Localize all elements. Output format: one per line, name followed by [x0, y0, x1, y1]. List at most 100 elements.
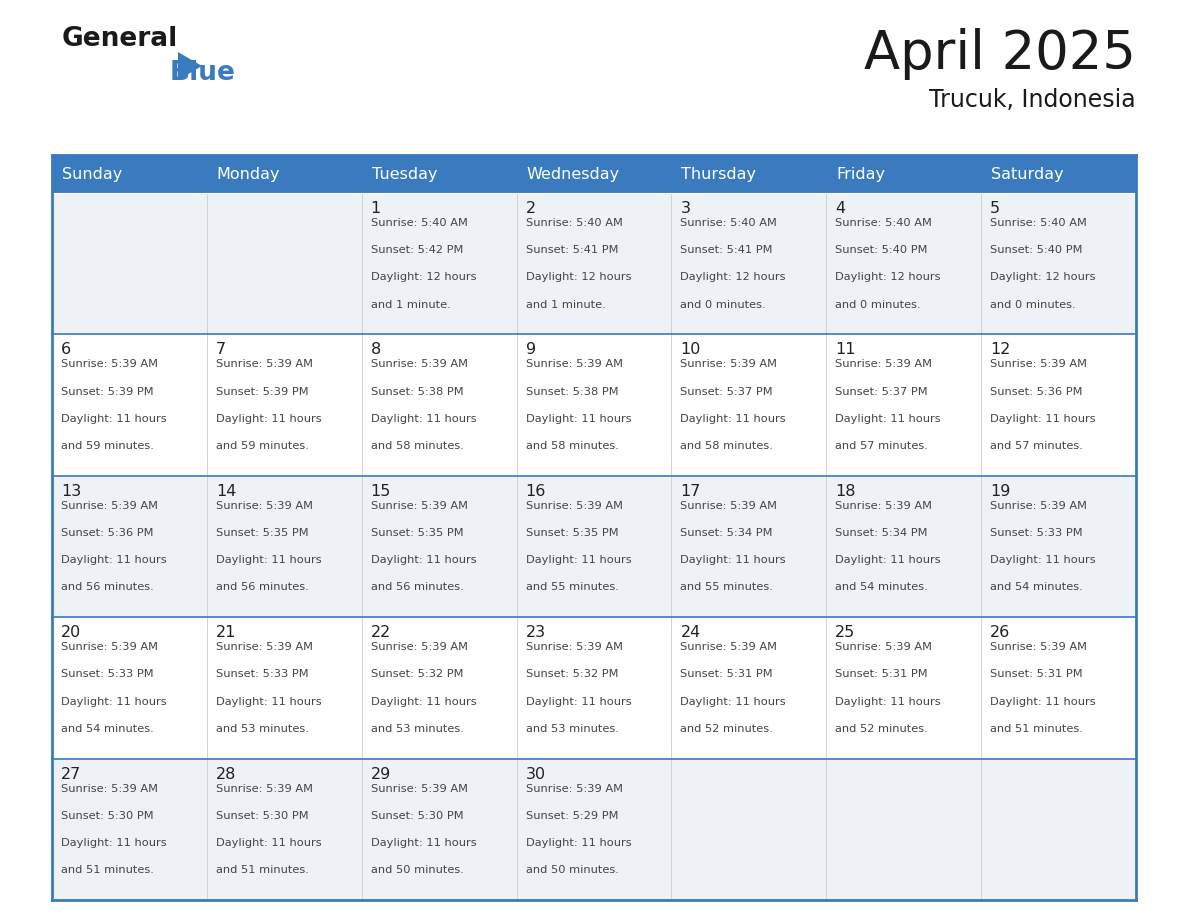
Bar	[517, 334, 671, 476]
Text: Sunrise: 5:39 AM: Sunrise: 5:39 AM	[835, 501, 933, 510]
Text: Daylight: 11 hours: Daylight: 11 hours	[371, 414, 476, 424]
Text: and 0 minutes.: and 0 minutes.	[990, 299, 1076, 309]
Text: Sunrise: 5:39 AM: Sunrise: 5:39 AM	[525, 501, 623, 510]
Text: Sunrise: 5:39 AM: Sunrise: 5:39 AM	[835, 360, 933, 369]
Text: Sunday: Sunday	[62, 166, 122, 182]
Text: Sunrise: 5:40 AM: Sunrise: 5:40 AM	[525, 218, 623, 228]
Text: Sunset: 5:38 PM: Sunset: 5:38 PM	[371, 386, 463, 397]
Text: Sunrise: 5:39 AM: Sunrise: 5:39 AM	[61, 501, 158, 510]
Text: Daylight: 11 hours: Daylight: 11 hours	[835, 555, 941, 565]
Text: Daylight: 11 hours: Daylight: 11 hours	[525, 414, 631, 424]
Text: Daylight: 11 hours: Daylight: 11 hours	[835, 414, 941, 424]
Bar	[671, 476, 827, 617]
Text: 25: 25	[835, 625, 855, 640]
Text: Sunrise: 5:39 AM: Sunrise: 5:39 AM	[525, 360, 623, 369]
Text: and 57 minutes.: and 57 minutes.	[990, 441, 1083, 451]
Text: Sunset: 5:38 PM: Sunset: 5:38 PM	[525, 386, 618, 397]
Text: and 59 minutes.: and 59 minutes.	[61, 441, 154, 451]
Text: 1: 1	[371, 201, 381, 216]
Text: Sunrise: 5:39 AM: Sunrise: 5:39 AM	[525, 643, 623, 652]
Text: Daylight: 11 hours: Daylight: 11 hours	[990, 697, 1095, 707]
Text: Daylight: 11 hours: Daylight: 11 hours	[371, 838, 476, 848]
Text: and 59 minutes.: and 59 minutes.	[216, 441, 309, 451]
Bar	[207, 193, 361, 334]
Text: 4: 4	[835, 201, 846, 216]
Text: 21: 21	[216, 625, 236, 640]
Text: 2: 2	[525, 201, 536, 216]
Text: Thursday: Thursday	[682, 166, 757, 182]
Text: and 58 minutes.: and 58 minutes.	[681, 441, 773, 451]
Bar	[981, 758, 1136, 900]
Text: Daylight: 11 hours: Daylight: 11 hours	[990, 555, 1095, 565]
Text: Daylight: 11 hours: Daylight: 11 hours	[61, 697, 166, 707]
Text: Sunset: 5:41 PM: Sunset: 5:41 PM	[525, 245, 618, 255]
Text: Sunset: 5:33 PM: Sunset: 5:33 PM	[990, 528, 1082, 538]
Text: 24: 24	[681, 625, 701, 640]
Text: 22: 22	[371, 625, 391, 640]
Bar	[207, 617, 361, 758]
Text: Sunset: 5:33 PM: Sunset: 5:33 PM	[61, 669, 153, 679]
Text: Daylight: 11 hours: Daylight: 11 hours	[61, 555, 166, 565]
Text: Daylight: 11 hours: Daylight: 11 hours	[216, 697, 322, 707]
Text: Daylight: 11 hours: Daylight: 11 hours	[835, 697, 941, 707]
Bar	[981, 193, 1136, 334]
Text: General: General	[62, 26, 178, 52]
Text: and 54 minutes.: and 54 minutes.	[835, 582, 928, 592]
Text: 26: 26	[990, 625, 1010, 640]
Text: Daylight: 11 hours: Daylight: 11 hours	[216, 555, 322, 565]
Text: and 50 minutes.: and 50 minutes.	[525, 865, 619, 875]
Text: Sunrise: 5:39 AM: Sunrise: 5:39 AM	[371, 501, 468, 510]
Text: and 54 minutes.: and 54 minutes.	[990, 582, 1083, 592]
Text: Sunset: 5:36 PM: Sunset: 5:36 PM	[61, 528, 153, 538]
Text: Sunset: 5:37 PM: Sunset: 5:37 PM	[835, 386, 928, 397]
Text: Sunset: 5:36 PM: Sunset: 5:36 PM	[990, 386, 1082, 397]
Text: 7: 7	[216, 342, 226, 357]
Bar	[207, 476, 361, 617]
Bar	[52, 476, 207, 617]
Text: Sunrise: 5:39 AM: Sunrise: 5:39 AM	[371, 360, 468, 369]
Text: Daylight: 11 hours: Daylight: 11 hours	[990, 414, 1095, 424]
Polygon shape	[178, 52, 202, 80]
Text: 17: 17	[681, 484, 701, 498]
Text: Sunrise: 5:39 AM: Sunrise: 5:39 AM	[216, 360, 312, 369]
Bar	[671, 193, 827, 334]
Text: Daylight: 12 hours: Daylight: 12 hours	[990, 273, 1095, 283]
Bar	[517, 476, 671, 617]
Text: Sunset: 5:32 PM: Sunset: 5:32 PM	[371, 669, 463, 679]
Text: Daylight: 11 hours: Daylight: 11 hours	[681, 414, 786, 424]
Text: and 1 minute.: and 1 minute.	[525, 299, 606, 309]
Bar	[671, 334, 827, 476]
Bar	[517, 758, 671, 900]
Text: Sunrise: 5:39 AM: Sunrise: 5:39 AM	[216, 784, 312, 793]
Text: Daylight: 11 hours: Daylight: 11 hours	[61, 838, 166, 848]
Text: Saturday: Saturday	[991, 166, 1063, 182]
Bar	[981, 476, 1136, 617]
Text: Sunrise: 5:39 AM: Sunrise: 5:39 AM	[681, 501, 777, 510]
Text: Sunrise: 5:39 AM: Sunrise: 5:39 AM	[216, 643, 312, 652]
Text: and 0 minutes.: and 0 minutes.	[681, 299, 766, 309]
Text: Sunrise: 5:39 AM: Sunrise: 5:39 AM	[990, 501, 1087, 510]
Bar	[981, 617, 1136, 758]
Bar	[52, 155, 1136, 193]
Text: Sunrise: 5:39 AM: Sunrise: 5:39 AM	[371, 643, 468, 652]
Text: 20: 20	[61, 625, 81, 640]
Text: Daylight: 11 hours: Daylight: 11 hours	[216, 838, 322, 848]
Text: Sunrise: 5:39 AM: Sunrise: 5:39 AM	[61, 643, 158, 652]
Text: Sunset: 5:30 PM: Sunset: 5:30 PM	[371, 811, 463, 821]
Text: Daylight: 12 hours: Daylight: 12 hours	[371, 273, 476, 283]
Bar	[361, 476, 517, 617]
Text: Daylight: 11 hours: Daylight: 11 hours	[681, 555, 786, 565]
Text: Sunrise: 5:40 AM: Sunrise: 5:40 AM	[681, 218, 777, 228]
Text: and 56 minutes.: and 56 minutes.	[371, 582, 463, 592]
Bar	[52, 758, 207, 900]
Bar	[517, 617, 671, 758]
Text: 11: 11	[835, 342, 855, 357]
Text: Sunset: 5:32 PM: Sunset: 5:32 PM	[525, 669, 618, 679]
Text: Sunset: 5:35 PM: Sunset: 5:35 PM	[371, 528, 463, 538]
Text: 3: 3	[681, 201, 690, 216]
Text: Sunset: 5:31 PM: Sunset: 5:31 PM	[681, 669, 773, 679]
Bar	[981, 334, 1136, 476]
Text: 6: 6	[61, 342, 71, 357]
Text: 14: 14	[216, 484, 236, 498]
Text: Wednesday: Wednesday	[526, 166, 620, 182]
